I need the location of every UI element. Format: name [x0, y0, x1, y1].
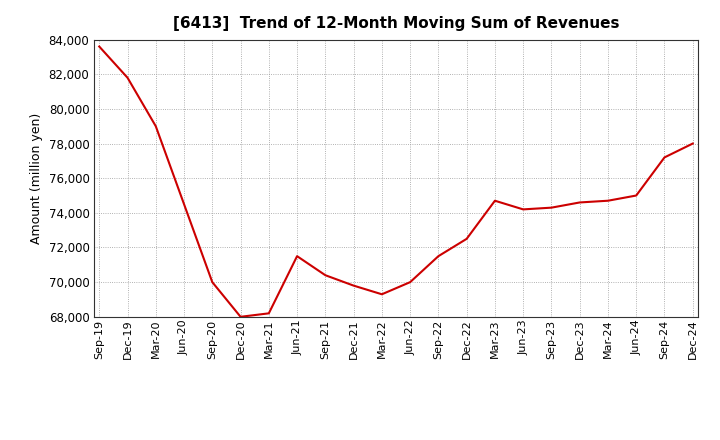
Y-axis label: Amount (million yen): Amount (million yen)	[30, 113, 43, 244]
Title: [6413]  Trend of 12-Month Moving Sum of Revenues: [6413] Trend of 12-Month Moving Sum of R…	[173, 16, 619, 32]
